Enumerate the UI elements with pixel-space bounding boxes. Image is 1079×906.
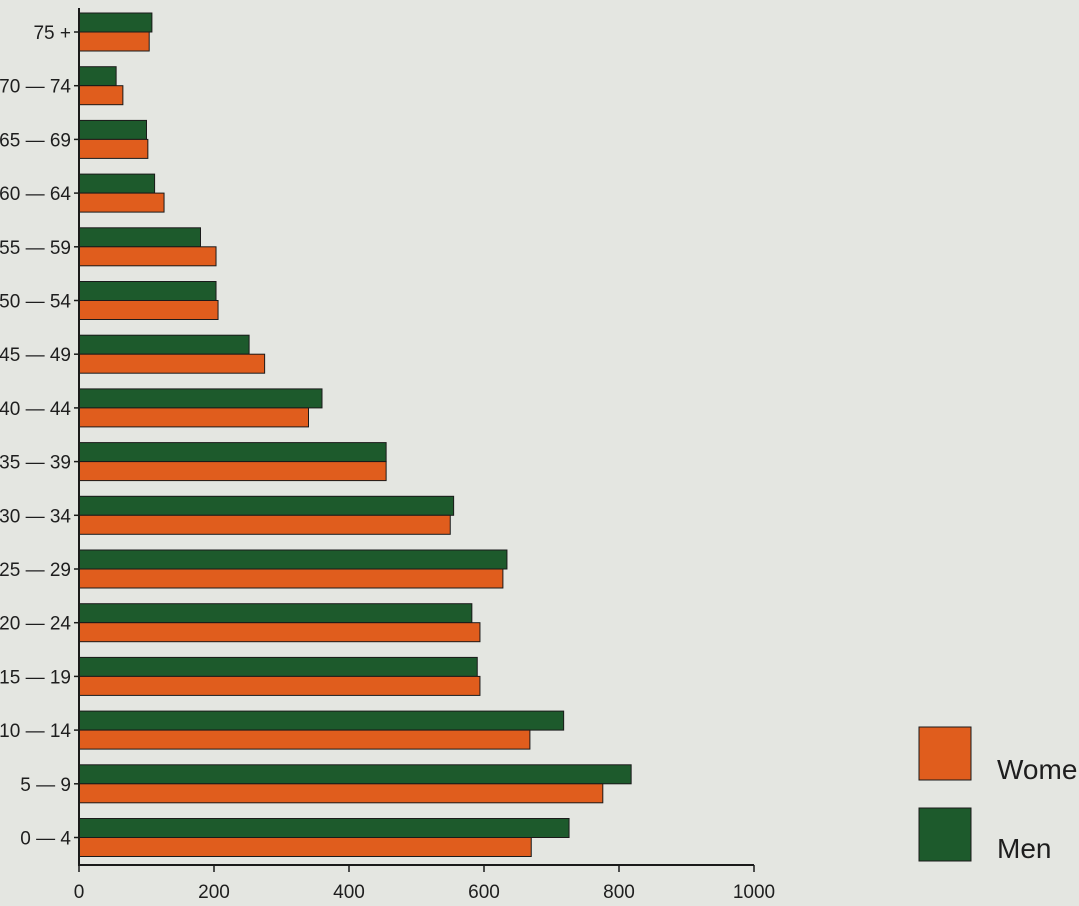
bar-women-75 [78,31,150,52]
bar-women-30-34 [78,514,451,535]
bar-men-20-24 [78,603,473,624]
y-tick-label-40-44: 40 — 44 [0,399,71,420]
bar-women-55-59 [78,246,217,267]
x-tick-label-0: 0 [74,882,85,903]
bar-women-50-54 [78,300,219,320]
bar-men-65-69 [78,119,147,140]
bar-men-15-19 [78,656,478,677]
bar-men-60-64 [78,173,156,194]
x-tick-label-1000: 1000 [733,882,775,903]
y-tick-label-60-64: 60 — 64 [0,184,71,205]
y-tick-label-50-54: 50 — 54 [0,292,71,313]
y-tick-labels: 75 + 70 — 74 65 — 69 60 — 64 55 — 59 50 — 54 4… [0,23,79,850]
y-tick-label-20-24: 20 — 24 [0,614,71,635]
y-tick-label-5-9: 5 — 9 [20,775,71,796]
bar-women-20-24 [78,622,481,643]
legend-men-label: Men [997,833,1051,864]
legend: Women Men [918,726,1079,864]
bar-men-5-9 [78,764,632,785]
x-tick-label-400: 400 [333,882,365,903]
bar-men-50-54 [78,281,217,301]
bars-group [78,12,632,857]
bar-men-70-74 [78,66,117,87]
x-tick-label-200: 200 [198,882,230,903]
x-tick-label-800: 800 [603,882,635,903]
x-tick-labels: 0 200 400 600 800 1000 [74,865,775,903]
bar-men-40-44 [78,388,323,409]
bar-men-25-29 [78,549,508,570]
bar-men-75 [78,12,153,33]
bar-men-55-59 [78,227,201,248]
legend-women-label: Women [997,754,1079,785]
bar-women-40-44 [78,407,309,428]
bar-women-5-9 [78,783,604,804]
y-tick-label-75: 75 + [33,23,71,44]
bar-women-45-49 [78,353,266,374]
y-tick-label-25-29: 25 — 29 [0,560,71,581]
y-tick-label-70-74: 70 — 74 [0,77,71,98]
y-tick-label-10-14: 10 — 14 [0,721,71,742]
bar-women-25-29 [78,568,504,589]
legend-women-swatch [918,726,972,781]
bar-women-15-19 [78,675,481,696]
bar-men-30-34 [78,495,455,516]
bar-women-10-14 [78,729,531,750]
y-tick-label-55-59: 55 — 59 [0,238,71,259]
bar-men-45-49 [78,334,250,355]
bar-men-35-39 [78,442,387,463]
y-tick-label-30-34: 30 — 34 [0,506,71,527]
bar-women-60-64 [78,192,165,213]
y-tick-label-0-4: 0 — 4 [20,829,71,850]
bar-women-65-69 [78,138,149,159]
legend-men-swatch [918,807,972,862]
y-tick-label-65-69: 65 — 69 [0,130,71,151]
bar-women-70-74 [78,85,124,106]
y-tick-label-15-19: 15 — 19 [0,667,71,688]
bar-women-0-4 [78,837,532,857]
bar-women-35-39 [78,461,387,482]
x-tick-label-600: 600 [468,882,500,903]
bar-men-0-4 [78,818,570,838]
y-tick-label-45-49: 45 — 49 [0,345,71,366]
y-tick-label-35-39: 35 — 39 [0,453,71,474]
bar-men-10-14 [78,710,565,731]
